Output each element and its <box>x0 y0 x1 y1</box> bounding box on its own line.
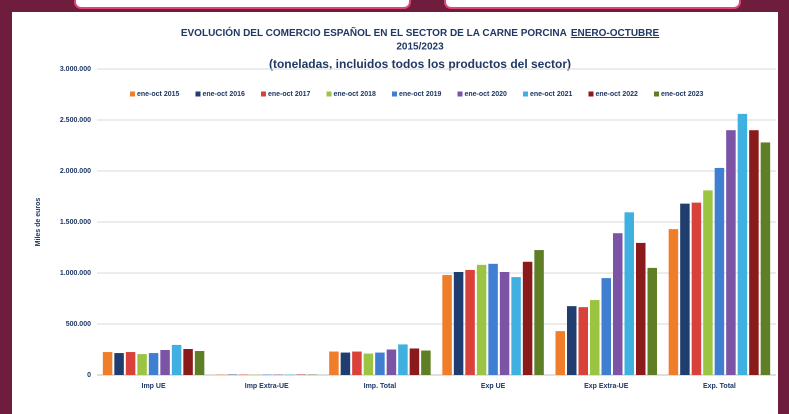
title-part: ENERO-OCTUBRE <box>571 28 660 39</box>
title-part: EVOLUCIÓN DEL COMERCIO ESPAÑOL EN EL SEC… <box>181 26 567 39</box>
bar <box>613 233 623 375</box>
legend-swatch <box>130 91 135 97</box>
legend-swatch <box>523 91 528 97</box>
bar <box>171 344 182 375</box>
bar <box>160 350 170 375</box>
x-tick-label: Imp. Total <box>364 383 397 390</box>
bar <box>194 351 205 375</box>
bar <box>624 212 634 375</box>
legend-swatch <box>588 91 594 97</box>
y-axis-label: Miles de euros <box>35 198 42 247</box>
bar <box>421 350 431 375</box>
bar <box>636 242 646 375</box>
legend-label: ene-oct 2018 <box>334 91 377 98</box>
legend-swatch <box>654 91 659 97</box>
chart-title: 2015/2023 <box>396 42 444 53</box>
bar <box>409 348 420 375</box>
legend-swatch <box>195 91 201 97</box>
legend-label: ene-oct 2019 <box>399 91 442 98</box>
bar <box>386 349 397 375</box>
y-tick-label: 2.500.000 <box>60 117 91 124</box>
bar <box>511 277 521 375</box>
bar <box>465 269 475 375</box>
y-tick-label: 500.000 <box>66 321 91 328</box>
legend-label: ene-oct 2017 <box>268 91 311 98</box>
x-tick-label: Exp UE <box>481 383 506 390</box>
top-tab <box>74 0 411 9</box>
legend-label: ene-oct 2022 <box>596 91 639 98</box>
y-tick-label: 1.500.000 <box>60 219 91 226</box>
bar <box>737 113 748 375</box>
bar <box>522 261 533 375</box>
legend-swatch <box>326 91 332 97</box>
bar <box>760 142 771 375</box>
bar <box>714 167 725 375</box>
y-tick-label: 2.000.000 <box>60 168 91 175</box>
top-tab <box>444 0 741 9</box>
x-tick-label: Exp Extra-UE <box>584 383 629 390</box>
bar <box>114 353 124 375</box>
bar <box>691 202 702 375</box>
y-tick-label: 1.000.000 <box>60 270 91 277</box>
x-tick-label: Imp Extra-UE <box>245 383 289 390</box>
bar <box>183 348 193 375</box>
x-tick-label: Exp. Total <box>703 383 736 390</box>
bar <box>148 353 159 375</box>
bar <box>102 352 113 375</box>
chart-subtitle: (toneladas, incluidos todos los producto… <box>269 57 571 71</box>
bar <box>375 352 385 375</box>
bar <box>137 354 147 375</box>
bar <box>534 250 544 375</box>
bar <box>453 271 464 375</box>
bar <box>668 229 679 375</box>
y-tick-label: 3.000.000 <box>60 66 91 73</box>
legend-label: ene-oct 2020 <box>465 91 508 98</box>
bar <box>499 271 510 375</box>
bar <box>703 190 713 375</box>
bar <box>749 130 759 375</box>
y-tick-label: 0 <box>87 372 91 379</box>
bar <box>442 275 452 375</box>
bar <box>363 353 374 375</box>
bar <box>601 278 611 375</box>
bar <box>125 352 136 375</box>
legend-swatch <box>392 91 397 97</box>
bar <box>680 203 690 375</box>
bar <box>398 344 408 375</box>
legend-label: ene-oct 2015 <box>137 91 180 98</box>
bar <box>488 263 498 375</box>
chart-title: EVOLUCIÓN DEL COMERCIO ESPAÑOL EN EL SEC… <box>181 26 660 39</box>
bar <box>590 300 600 375</box>
legend-label: ene-oct 2021 <box>530 91 573 98</box>
legend-label: ene-oct 2016 <box>203 91 246 98</box>
legend-swatch <box>457 91 463 97</box>
bar <box>352 351 362 375</box>
bar <box>647 267 657 375</box>
bar <box>555 331 565 375</box>
bar <box>567 306 577 375</box>
bar <box>476 264 487 375</box>
legend-label: ene-oct 2023 <box>661 91 704 98</box>
bar <box>329 351 339 375</box>
legend-swatch <box>261 91 266 97</box>
bar <box>578 307 588 375</box>
bar <box>340 352 351 375</box>
x-tick-label: Imp UE <box>142 383 166 390</box>
bar <box>726 130 736 375</box>
